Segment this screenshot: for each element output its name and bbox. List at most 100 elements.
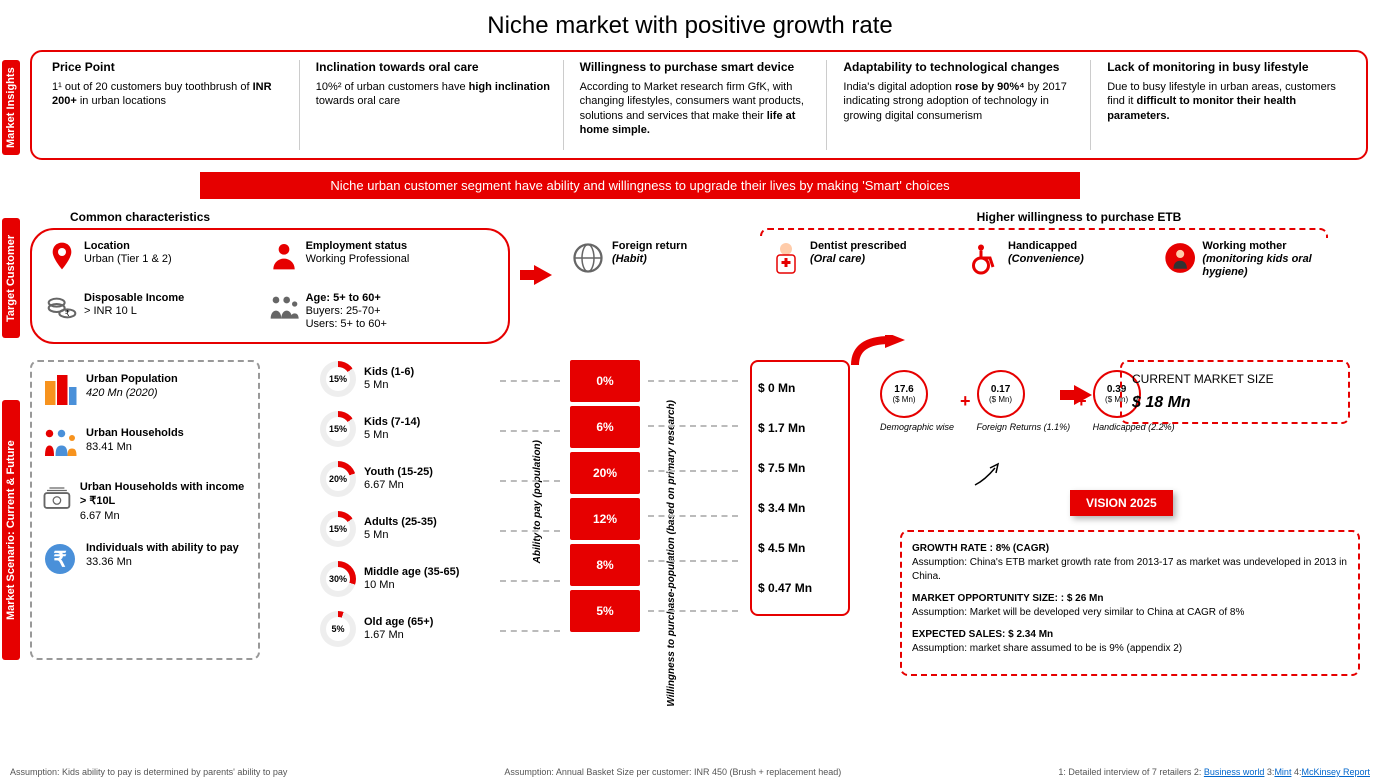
mn-cell: $ 1.7 Mn (758, 408, 842, 448)
cms-title: CURRENT MARKET SIZE (1132, 372, 1338, 386)
calc-circle: 0.17($ Mn) (977, 370, 1025, 418)
growth-item: EXPECTED SALES: $ 2.34 MnAssumption: mar… (912, 628, 1348, 656)
insight-text: Due to busy lifestyle in urban areas, cu… (1107, 80, 1346, 123)
char-sub: Urban (Tier 1 & 2) (84, 253, 172, 265)
pop-title: Urban Households with income > ₹10L (80, 481, 244, 507)
age-label: Kids (7-14) (364, 416, 420, 428)
svg-text:₹: ₹ (53, 548, 66, 571)
etb-row: Foreign return(Habit)Dentist prescribed(… (570, 240, 1358, 280)
char-sub: Buyers: 25-70+Users: 5+ to 60+ (306, 305, 387, 330)
family2-icon (42, 426, 78, 462)
population-box: Urban Population 420 Mn (2020) Urban House… (30, 360, 260, 660)
insight-col: Inclination towards oral care10%² of urb… (308, 60, 564, 150)
donut-chart: 5% (320, 611, 356, 647)
donut-chart: 15% (320, 511, 356, 547)
rupee-icon: ₹ (42, 541, 78, 577)
pop-title: Urban Households (86, 427, 184, 439)
mother-icon (1164, 240, 1196, 276)
age-row: 20%Youth (15-25)6.67 Mn (320, 460, 500, 498)
age-row: 15%Kids (1-6)5 Mn (320, 360, 500, 398)
etb-sub: (Convenience) (1008, 253, 1084, 266)
mn-cell: $ 3.4 Mn (758, 488, 842, 528)
tab-insights: Market Insights (2, 60, 20, 155)
link-businessworld[interactable]: Business world (1204, 767, 1265, 777)
characteristic-item: ₹Disposable Income> INR 10 L (46, 292, 248, 332)
age-sub: 5 Mn (364, 379, 388, 391)
link-mckinsey[interactable]: McKinsey Report (1301, 767, 1370, 777)
age-sub: 5 Mn (364, 529, 388, 541)
insight-title: Willingness to purchase smart device (580, 60, 819, 74)
willingness-cell: 8% (570, 544, 640, 586)
scenario-section: Urban Population 420 Mn (2020) Urban House… (30, 360, 1368, 740)
footer: Assumption: Kids ability to pay is deter… (10, 767, 1370, 777)
pop-sub: 420 Mn (2020) (86, 387, 158, 399)
age-sub: 5 Mn (364, 429, 388, 441)
growth-item: GROWTH RATE : 8% (CAGR)Assumption: China… (912, 542, 1348, 584)
growth-item: MARKET OPPORTUNITY SIZE: : $ 26 MnAssump… (912, 592, 1348, 620)
etb-sub: (monitoring kids oral hygiene) (1202, 253, 1344, 279)
ability-label: Ability to pay (population) (532, 440, 543, 563)
population-item: Urban Households with income > ₹10L6.67 … (42, 480, 248, 523)
pin-icon (46, 240, 78, 272)
willingness-cell: 0% (570, 360, 640, 402)
age-label: Old age (65+) (364, 616, 433, 628)
willingness-cell: 6% (570, 406, 640, 448)
characteristic-item: Employment statusWorking Professional (268, 240, 470, 272)
curve-arrow-icon (850, 335, 910, 370)
pop-title: Urban Population (86, 373, 178, 385)
banner: Niche urban customer segment have abilit… (200, 172, 1080, 199)
person-icon (268, 240, 300, 272)
mn-column: $ 0 Mn$ 1.7 Mn$ 7.5 Mn$ 3.4 Mn$ 4.5 Mn$ … (750, 360, 850, 616)
willingness-cell: 20% (570, 452, 640, 494)
etb-title: Foreign return (612, 240, 687, 252)
etb-sub: (Oral care) (810, 253, 907, 266)
insight-col: Adaptability to technological changesInd… (835, 60, 1091, 150)
globe-icon (570, 240, 606, 276)
etb-item: Dentist prescribed(Oral care) (768, 240, 948, 276)
arrow-icon (1060, 385, 1092, 405)
char-sub: > INR 10 L (84, 305, 137, 317)
plus-icon: + (958, 391, 973, 412)
age-label: Youth (15-25) (364, 466, 433, 478)
growth-box: GROWTH RATE : 8% (CAGR)Assumption: China… (900, 530, 1360, 676)
insight-title: Price Point (52, 60, 291, 74)
insight-text: According to Market research firm GfK, w… (580, 80, 819, 137)
characteristic-item: LocationUrban (Tier 1 & 2) (46, 240, 248, 272)
age-row: 5% Old age (65+)1.67 Mn (320, 610, 500, 648)
link-mint[interactable]: Mint (1274, 767, 1291, 777)
insight-title: Lack of monitoring in busy lifestyle (1107, 60, 1346, 74)
donut-chart: 20% (320, 461, 356, 497)
trend-arrow-icon (970, 460, 1010, 493)
growth-text: Assumption: market share assumed to be i… (912, 643, 1182, 654)
mn-cell: $ 0.47 Mn (758, 568, 842, 608)
money-icon (42, 480, 72, 516)
mn-cell: $ 7.5 Mn (758, 448, 842, 488)
cms-value: $ 18 Mn (1132, 394, 1338, 412)
donut-chart: 15% (320, 361, 356, 397)
etb-sub: (Habit) (612, 253, 687, 266)
tab-scenario: Market Scenario: Current & Future (2, 400, 20, 660)
willingness-column: 0%6%20%12%8%5% (570, 360, 640, 636)
donut-chart: 30% (320, 561, 356, 597)
insight-col: Price Point1¹ out of 20 customers buy to… (44, 60, 300, 150)
family-icon (268, 292, 300, 324)
char-title: Age: 5+ to 60+ (306, 292, 387, 305)
char-title: Location (84, 240, 172, 253)
age-sub: 10 Mn (364, 579, 395, 591)
age-sub: 1.67 Mn (364, 629, 404, 641)
characteristic-item: Age: 5+ to 60+Buyers: 25-70+Users: 5+ to… (268, 292, 470, 332)
page-title: Niche market with positive growth rate (0, 0, 1380, 48)
donut-chart: 15% (320, 411, 356, 447)
tab-target: Target Customer (2, 218, 20, 338)
population-item: ₹Individuals with ability to pay33.36 Mn (42, 541, 248, 577)
etb-title: Dentist prescribed (810, 240, 907, 252)
pop-sub: 83.41 Mn (86, 441, 132, 453)
characteristics-box: LocationUrban (Tier 1 & 2) Employment sta… (30, 228, 510, 344)
insight-col: Willingness to purchase smart device Acco… (572, 60, 828, 150)
vision-badge: VISION 2025 (1070, 490, 1173, 516)
coins-icon: ₹ (46, 292, 78, 324)
age-column: 15%Kids (1-6)5 Mn15%Kids (7-14)5 Mn20%Yo… (320, 360, 500, 660)
etb-item: Handicapped(Convenience) (966, 240, 1146, 276)
insight-text: India's digital adoption rose by 90%⁴ by… (843, 80, 1082, 123)
age-row: 15%Adults (25-35)5 Mn (320, 510, 500, 548)
